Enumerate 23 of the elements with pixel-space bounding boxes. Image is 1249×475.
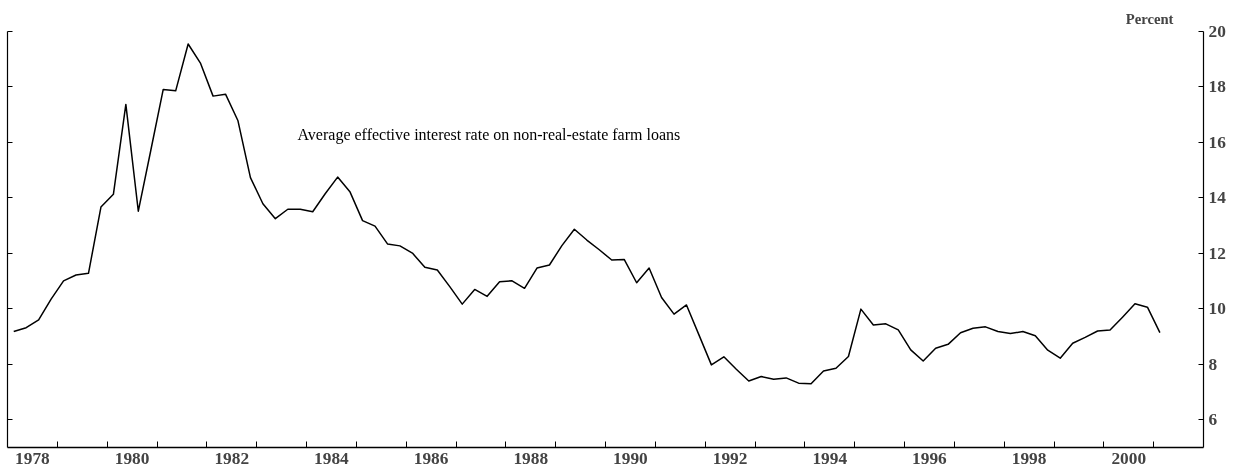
x-tick-label: 1992 [712, 448, 748, 468]
text: Average effective interest rate on non-real-estate farm loans [297, 125, 681, 144]
x-tick-label: 1982 [214, 448, 250, 468]
x-tick-label: 1990 [613, 448, 648, 468]
y-tick-label: 12 [1208, 243, 1226, 263]
x-tick-label: 2000 [1111, 448, 1147, 468]
x-tick-label: 1996 [912, 448, 948, 468]
x-tick-label: 1986 [413, 448, 449, 468]
x-tick-label: 1988 [513, 448, 549, 468]
y-axis-title: Percent [1125, 10, 1174, 27]
line-series [12, 43, 1161, 385]
y-tick-label: 20 [1208, 22, 1226, 41]
x-tick-label: 1978 [15, 448, 51, 468]
x-tick-label: 1998 [1011, 448, 1047, 468]
x-tick-label: 1984 [314, 448, 350, 468]
y-tick-label: 6 [1208, 410, 1218, 430]
x-tick-label: 1980 [114, 448, 150, 468]
x-tick-label: 1994 [812, 448, 848, 468]
y-tick-label: 14 [1208, 188, 1227, 208]
y-tick-label: 18 [1208, 77, 1227, 97]
y-tick-label: 16 [1208, 132, 1227, 152]
y-tick-label: 8 [1208, 354, 1218, 374]
y-tick-label: 10 [1208, 299, 1226, 319]
